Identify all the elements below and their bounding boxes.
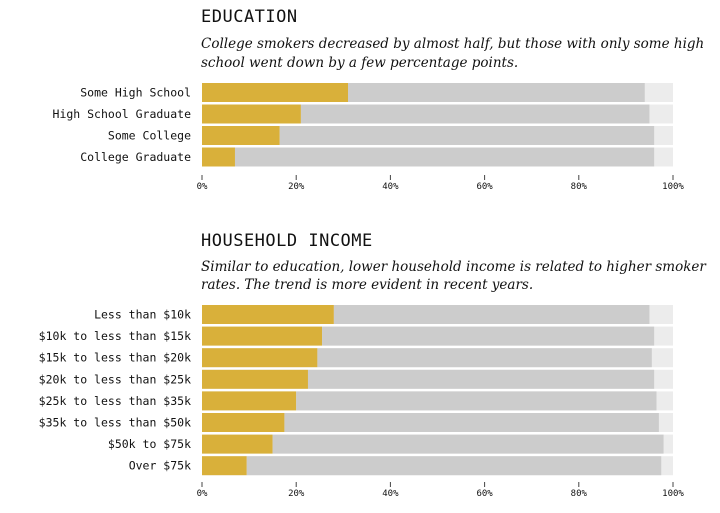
household-income-bar-remainder bbox=[284, 413, 659, 432]
household-income-bar-share bbox=[202, 391, 297, 411]
education-subtitle-line-2: school went down by a few percentage poi… bbox=[201, 55, 518, 71]
household-income-tick-label: 100% bbox=[662, 489, 684, 499]
household-income-title: HOUSEHOLD INCOME bbox=[201, 231, 373, 251]
household-income-panel: HOUSEHOLD INCOME Similar to education, l… bbox=[39, 231, 708, 499]
household-income-category-label: $20k to less than $25k bbox=[39, 372, 191, 386]
education-bar-share bbox=[202, 104, 301, 124]
household-income-bar-share bbox=[202, 369, 308, 389]
education-tick-label: 100% bbox=[662, 182, 684, 192]
household-income-bar-remainder bbox=[307, 369, 655, 389]
household-income-bar-share bbox=[202, 413, 285, 432]
household-income-category-label: $10k to less than $15k bbox=[39, 329, 191, 343]
education-bar-remainder bbox=[279, 126, 655, 145]
household-income-bar-share bbox=[202, 456, 247, 476]
household-income-tick-label: 80% bbox=[571, 489, 588, 499]
education-bar-remainder bbox=[300, 104, 650, 124]
household-income-bar-share bbox=[202, 305, 334, 324]
education-title: EDUCATION bbox=[201, 7, 298, 27]
household-income-category-label: $15k to less than $20k bbox=[39, 351, 191, 365]
household-income-subtitle-line-2: rates. The trend is more evident in rece… bbox=[201, 277, 533, 293]
household-income-category-label: $50k to $75k bbox=[108, 437, 191, 451]
education-x-axis: 0% 20% 40% 60% 80% 100% bbox=[197, 175, 684, 192]
household-income-subtitle-line-1: Similar to education, lower household in… bbox=[201, 259, 707, 275]
household-income-bar-remainder bbox=[333, 305, 650, 324]
education-tick-label: 0% bbox=[197, 182, 208, 192]
household-income-category-label: Over $75k bbox=[129, 459, 191, 473]
household-income-bar-remainder bbox=[296, 391, 657, 411]
education-bars: Some High School High School Graduate Some… bbox=[53, 83, 673, 167]
household-income-category-label: Less than $10k bbox=[94, 308, 191, 322]
household-income-bar-share bbox=[202, 326, 323, 346]
household-income-bar-remainder bbox=[272, 434, 664, 454]
education-tick-label: 60% bbox=[476, 182, 493, 192]
household-income-bar-remainder bbox=[322, 326, 655, 346]
education-category-label: Some College bbox=[108, 129, 191, 143]
household-income-category-label: $35k to less than $50k bbox=[39, 416, 191, 430]
education-panel: EDUCATION College smokers decreased by a… bbox=[53, 7, 705, 192]
household-income-tick-label: 60% bbox=[476, 489, 493, 499]
education-bar-share bbox=[202, 147, 235, 167]
household-income-tick-label: 20% bbox=[288, 489, 305, 499]
education-bar-share bbox=[202, 83, 349, 102]
education-tick-label: 20% bbox=[288, 182, 305, 192]
household-income-bar-remainder bbox=[246, 456, 662, 476]
household-income-bar-share bbox=[202, 434, 273, 454]
household-income-tick-label: 40% bbox=[382, 489, 399, 499]
education-tick-label: 80% bbox=[571, 182, 588, 192]
education-tick-label: 40% bbox=[382, 182, 399, 192]
household-income-x-axis: 0% 20% 40% 60% 80% 100% bbox=[197, 482, 684, 499]
education-bar-remainder bbox=[348, 83, 645, 102]
household-income-bar-share bbox=[202, 348, 318, 368]
education-bar-share bbox=[202, 126, 280, 145]
household-income-bar-remainder bbox=[317, 348, 652, 368]
household-income-bars: Less than $10k $10k to less than $15k $15k… bbox=[39, 305, 673, 476]
education-category-label: Some High School bbox=[80, 86, 191, 100]
education-bar-remainder bbox=[234, 147, 655, 167]
education-subtitle-line-1: College smokers decreased by almost half… bbox=[201, 36, 704, 52]
education-category-label: College Graduate bbox=[80, 150, 191, 164]
household-income-category-label: $25k to less than $35k bbox=[39, 394, 191, 408]
household-income-tick-label: 0% bbox=[197, 489, 208, 499]
education-category-label: High School Graduate bbox=[53, 107, 192, 121]
